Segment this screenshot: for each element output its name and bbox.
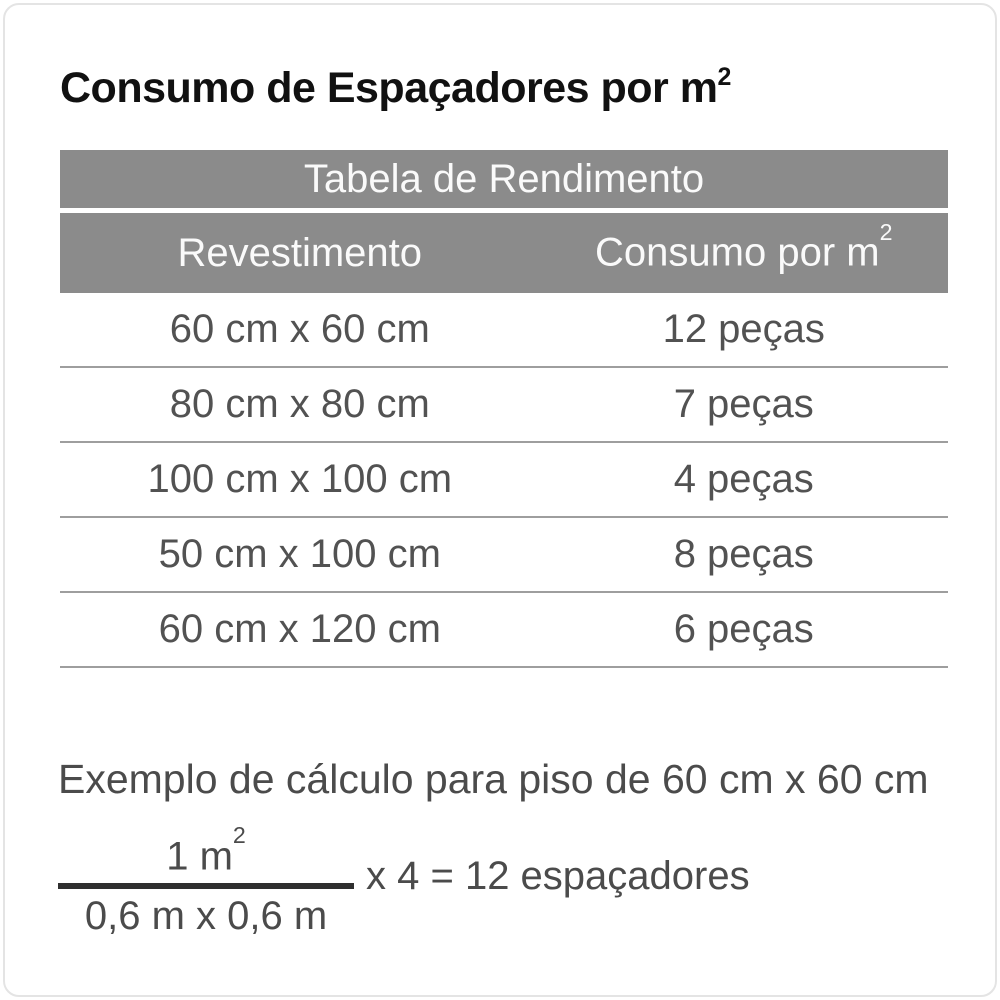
cell-revestimento: 60 cm x 60 cm [169,307,430,351]
fraction-denominator: 0,6 m x 0,6 m [84,894,328,939]
table-caption: Tabela de Rendimento [60,150,948,208]
table-caption-label: Tabela de Rendimento [303,156,705,201]
example-heading: Exemplo de cálculo para piso de 60 cm x … [58,756,929,802]
page-title-superscript: 2 [717,63,731,92]
table-row: 50 cm x 100 cm 8 peças [60,518,948,593]
column-header-consumo: Consumo por m2 [540,219,948,275]
table-row: 80 cm x 80 cm 7 peças [60,368,948,443]
table-row: 100 cm x 100 cm 4 peças [60,443,948,518]
table-row: 60 cm x 120 cm 6 peças [60,593,948,668]
cell-revestimento: 100 cm x 100 cm [147,457,453,501]
cell-consumo: 4 peças [673,457,814,501]
fraction-numerator-text: 1 m [166,834,233,879]
header-separator [60,208,948,213]
fraction: 1 m2 0,6 m x 0,6 m [58,822,354,939]
cell-consumo: 7 peças [673,382,814,426]
page-title-text: Consumo de Espaçadores por m [60,64,718,112]
fraction-numerator: 1 m2 [58,822,354,881]
fraction-bar [58,883,354,890]
cell-consumo: 6 peças [673,607,814,651]
cell-consumo: 8 peças [673,532,814,576]
equation-result: x 4 = 12 espaçadores [366,854,750,898]
cell-consumo: 12 peças [662,307,825,351]
page-title: Consumo de Espaçadores por m2 [60,63,731,113]
fraction-numerator-superscript: 2 [232,822,246,849]
table-row: 60 cm x 60 cm 12 peças [60,293,948,368]
cell-revestimento: 60 cm x 120 cm [158,607,441,651]
column-header-consumo-text: Consumo por m [595,230,880,275]
rendimento-table: Tabela de Rendimento Revestimento Consum… [60,150,948,668]
column-header-revestimento: Revestimento [177,230,423,275]
table-body: 60 cm x 60 cm 12 peças 80 cm x 80 cm 7 p… [60,293,948,668]
cell-revestimento: 50 cm x 100 cm [158,532,441,576]
column-header-consumo-superscript: 2 [879,218,893,245]
cell-revestimento: 80 cm x 80 cm [169,382,430,426]
table-header-row: Revestimento Consumo por m2 [60,213,948,293]
